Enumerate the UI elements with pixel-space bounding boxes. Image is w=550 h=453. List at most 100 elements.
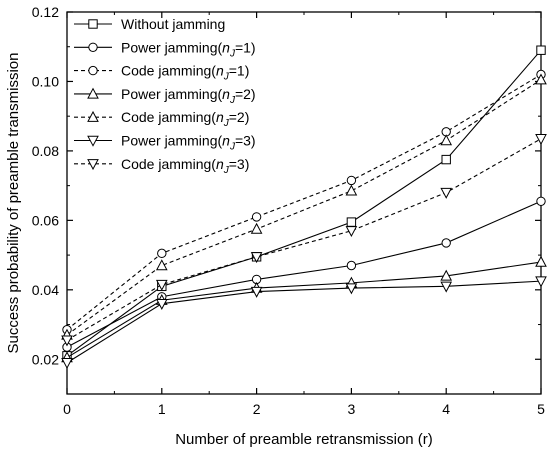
data-point — [346, 175, 357, 186]
data-point — [346, 217, 357, 227]
legend-var: n — [222, 39, 230, 55]
x-tick-label: 2 — [253, 401, 261, 417]
legend-text-pre: Code jamming( — [121, 109, 216, 125]
data-point — [535, 73, 547, 85]
legend-var: n — [222, 86, 230, 102]
series-line — [66, 138, 542, 341]
legend-text-post: =3) — [235, 133, 256, 149]
legend-subscript: J — [229, 142, 236, 153]
legend-subscript: J — [223, 72, 230, 83]
legend-text-post: =3) — [229, 156, 250, 172]
legend-entry-2: Power jamming(nJ=1) — [74, 39, 256, 59]
data-point — [345, 184, 358, 196]
data-point — [157, 248, 167, 259]
legend-label: Code jamming(nJ=2) — [121, 109, 249, 129]
plot-area: 0 1 2 3 4 5 0.02 0.04 0.06 0.08 0.10 0.12 — [32, 4, 545, 417]
data-point — [440, 187, 453, 199]
legend-entry-3: Code jamming(nJ=1) — [74, 63, 249, 83]
series-line — [66, 49, 542, 357]
legend-marker — [88, 19, 98, 29]
legend-marker — [88, 65, 98, 76]
x-tick-label: 5 — [537, 401, 545, 417]
data-point — [345, 226, 358, 238]
legend-text-pre: Power jamming( — [121, 133, 222, 149]
legend-label: Power jamming(nJ=1) — [121, 39, 256, 59]
x-tick-label: 4 — [442, 401, 450, 417]
series-line — [66, 280, 542, 364]
data-point — [61, 335, 73, 347]
series-layer — [61, 45, 547, 370]
legend-text-post: =2) — [235, 86, 256, 102]
y-axis-title: Success probability of preamble transmis… — [5, 53, 22, 354]
y-tick-label: 0.10 — [32, 73, 59, 89]
legend-marker — [87, 110, 99, 122]
legend-entry-5: Code jamming(nJ=2) — [74, 109, 249, 129]
data-point — [535, 276, 547, 288]
series-2 — [62, 196, 546, 352]
data-point — [251, 212, 262, 222]
data-point — [250, 286, 263, 298]
data-point — [440, 134, 453, 146]
legend-label: Without jamming — [121, 16, 225, 32]
x-axis-title: Number of preamble retransmission (r) — [175, 431, 433, 448]
legend-marker — [87, 135, 99, 147]
series-line — [66, 200, 542, 348]
y-tick-label: 0.08 — [32, 143, 59, 159]
legend-marker — [87, 159, 99, 171]
series-7 — [61, 134, 547, 347]
legend-text-post: =1) — [229, 63, 250, 79]
legend-var: n — [216, 63, 224, 79]
data-point — [440, 269, 453, 281]
x-tick-label: 1 — [158, 401, 166, 417]
data-point — [346, 260, 357, 271]
legend-marker — [87, 87, 99, 99]
legend-var: n — [216, 156, 224, 172]
legend-text-pre: Power jamming( — [121, 39, 222, 55]
legend-entry-6: Power jamming(nJ=3) — [74, 133, 256, 153]
legend-text-post: =1) — [235, 39, 256, 55]
legend-entry-4: Power jamming(nJ=2) — [74, 86, 256, 106]
y-tick-label: 0.06 — [32, 212, 59, 228]
legend-label: Power jamming(nJ=2) — [121, 86, 256, 106]
legend-label: Code jamming(nJ=1) — [121, 63, 249, 83]
legend-label: Power jamming(nJ=3) — [121, 133, 256, 153]
x-tick-label: 0 — [63, 401, 71, 417]
data-point — [536, 196, 546, 206]
data-point — [441, 154, 451, 165]
legend-entry-1: Without jamming — [74, 16, 225, 32]
data-point — [155, 299, 168, 310]
legend-entry-7: Code jamming(nJ=3) — [74, 156, 249, 176]
data-point — [250, 252, 263, 264]
legend-text-pre: Code jamming( — [121, 156, 216, 172]
legend-marker — [88, 42, 98, 52]
data-point — [155, 279, 168, 291]
legend-var: n — [222, 133, 230, 149]
legend-var: n — [216, 109, 224, 125]
legend-subscript: J — [229, 95, 236, 106]
series-line — [66, 74, 542, 331]
data-point — [440, 281, 453, 293]
data-point — [441, 238, 451, 248]
legend-subscript: J — [223, 118, 230, 129]
legend-text-post: =2) — [229, 109, 250, 125]
data-point — [345, 283, 358, 295]
y-tick-label: 0.02 — [32, 351, 59, 367]
data-point — [535, 255, 547, 267]
x-tick-label: 3 — [348, 401, 356, 417]
legend-subscript: J — [229, 48, 236, 59]
data-point — [250, 222, 263, 234]
series-line — [66, 261, 542, 359]
legend-subscript: J — [223, 165, 230, 176]
data-point — [535, 134, 547, 146]
data-point — [61, 358, 73, 370]
legend-label: Code jamming(nJ=3) — [121, 156, 249, 176]
y-tick-label: 0.04 — [32, 282, 59, 298]
data-point — [155, 259, 168, 271]
legend-text-pre: Power jamming( — [121, 86, 222, 102]
data-point — [536, 45, 546, 55]
y-tick-label: 0.12 — [32, 4, 59, 20]
series-6 — [61, 276, 547, 370]
legend-text-pre: Code jamming( — [121, 63, 216, 79]
